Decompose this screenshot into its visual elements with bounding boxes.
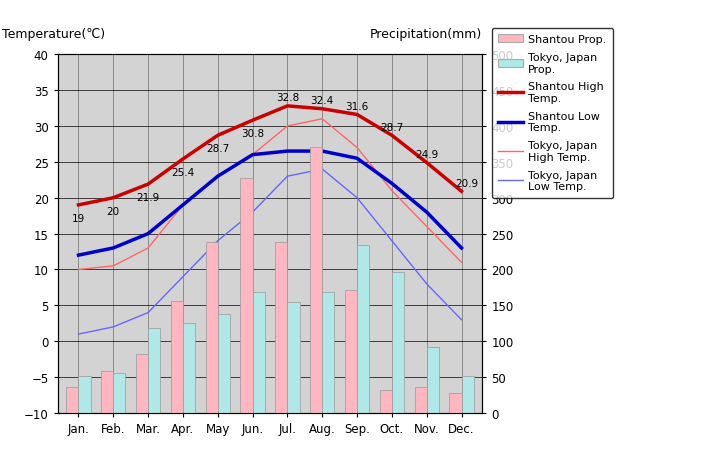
Bar (206, 243, 217, 413)
Text: 21.9: 21.9 (137, 193, 160, 202)
Text: 19: 19 (72, 213, 85, 224)
Bar (415, 387, 427, 413)
Text: 28.7: 28.7 (380, 123, 403, 132)
Bar (113, 373, 125, 413)
Bar (171, 302, 183, 413)
Text: 24.9: 24.9 (415, 150, 438, 160)
Text: 32.8: 32.8 (276, 93, 299, 103)
Bar (287, 303, 300, 413)
Text: 20: 20 (107, 206, 120, 216)
Bar (345, 290, 357, 413)
Bar (357, 246, 369, 413)
Bar (66, 387, 78, 413)
Bar (449, 393, 462, 413)
Bar (462, 376, 474, 413)
Bar (323, 293, 334, 413)
Bar (183, 324, 195, 413)
Bar (217, 314, 230, 413)
Text: Temperature(℃): Temperature(℃) (2, 28, 106, 41)
Bar (310, 148, 323, 413)
Bar (392, 272, 404, 413)
Bar (253, 293, 265, 413)
Bar (240, 178, 253, 413)
Bar (148, 329, 161, 413)
Text: 28.7: 28.7 (206, 144, 230, 154)
Bar (101, 372, 113, 413)
Text: 30.8: 30.8 (241, 129, 264, 139)
Text: 25.4: 25.4 (171, 168, 194, 178)
Text: 31.6: 31.6 (346, 101, 369, 112)
Bar (136, 354, 148, 413)
Bar (427, 347, 439, 413)
Bar (275, 243, 287, 413)
Text: 32.4: 32.4 (310, 96, 334, 106)
Bar (78, 376, 91, 413)
Legend: Shantou Prop., Tokyo, Japan
Prop., Shantou High
Temp., Shantou Low
Temp., Tokyo,: Shantou Prop., Tokyo, Japan Prop., Shant… (492, 28, 613, 198)
Bar (379, 390, 392, 413)
Text: 20.9: 20.9 (455, 178, 478, 188)
Text: Precipitation(mm): Precipitation(mm) (370, 28, 482, 41)
